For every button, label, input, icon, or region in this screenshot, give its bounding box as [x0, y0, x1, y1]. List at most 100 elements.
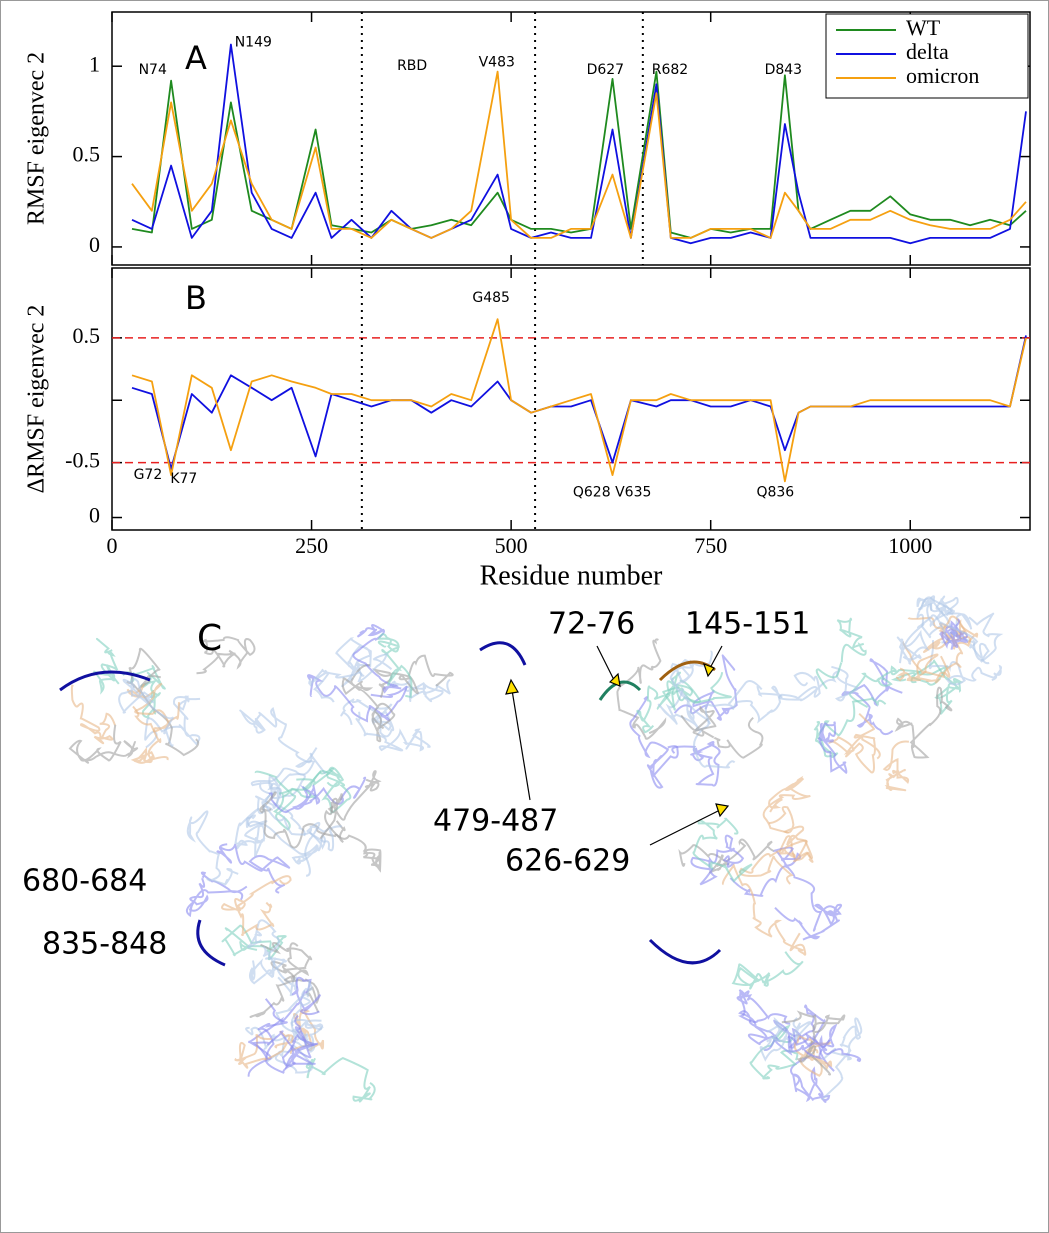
backbone — [926, 595, 959, 628]
backbone — [738, 1010, 802, 1056]
backbone — [828, 712, 881, 774]
backbone — [778, 665, 859, 702]
annotation: RBD — [397, 58, 427, 74]
backbone — [731, 951, 804, 990]
x-tick-label: 250 — [295, 533, 328, 558]
x-axis-label: Residue number — [480, 560, 663, 591]
legend-box — [825, 13, 1029, 99]
backbone — [341, 664, 396, 743]
legend-label: omicron — [906, 63, 979, 88]
y-axis-label: ΔRMSF eigenvec 2 — [24, 305, 50, 494]
annotation: Q628 — [573, 485, 611, 501]
panel-label: B — [185, 279, 207, 317]
backbone — [216, 843, 291, 894]
backbone — [68, 724, 139, 764]
y-tick-label: 0.5 — [73, 142, 101, 167]
backbone — [268, 776, 367, 814]
plot-frame — [111, 11, 1031, 266]
legend-label: WT — [906, 15, 941, 40]
backbone — [774, 903, 843, 941]
backbone — [247, 976, 322, 1077]
backbone — [288, 1018, 324, 1053]
backbone — [848, 665, 949, 708]
arrow — [596, 645, 615, 681]
region-label: 626-629 — [505, 844, 630, 879]
backbone — [289, 1008, 325, 1055]
plot-frame — [111, 267, 1031, 531]
backbone — [790, 1055, 831, 1103]
x-tick-label: 1000 — [888, 533, 932, 558]
backbone — [902, 615, 972, 679]
series-line — [131, 70, 1027, 239]
annotation: N74 — [139, 62, 167, 78]
backbone — [894, 686, 953, 759]
arrow — [511, 689, 531, 801]
arrow-head — [608, 672, 621, 687]
panel-label: A — [185, 39, 207, 77]
backbone — [340, 698, 395, 738]
arrow-head — [703, 662, 715, 678]
backbone — [185, 871, 248, 918]
backbone — [721, 863, 807, 956]
backbone — [249, 957, 288, 985]
region-label: 145-151 — [685, 607, 810, 642]
backbone — [196, 636, 256, 675]
backbone — [307, 674, 408, 723]
backbone — [781, 1010, 846, 1076]
x-tick-label: 0 — [107, 533, 118, 558]
highlight-loop — [479, 641, 527, 666]
highlight-loop — [648, 938, 722, 965]
protein-structure — [59, 595, 1004, 1103]
series-line — [131, 318, 1027, 483]
backbone — [249, 975, 320, 1018]
backbone — [221, 875, 292, 937]
backbone — [821, 1017, 863, 1101]
backbone — [704, 680, 783, 725]
backbone — [130, 705, 169, 764]
backbone — [817, 721, 848, 775]
legend-label: delta — [906, 39, 949, 64]
highlight-loop — [59, 670, 151, 692]
backbone — [260, 941, 313, 981]
backbone — [629, 696, 679, 789]
backbone — [264, 803, 342, 877]
backbone — [70, 684, 116, 745]
backbone — [882, 740, 910, 792]
backbone — [251, 1026, 319, 1070]
panel-label: C — [197, 618, 222, 659]
y-tick-label: 1 — [89, 51, 100, 76]
backbone — [939, 618, 969, 650]
backbone — [389, 677, 451, 703]
highlight-loop — [196, 919, 226, 967]
y-tick-label: -0.5 — [65, 448, 100, 473]
annotation: G485 — [472, 290, 510, 306]
backbone — [759, 1016, 812, 1062]
backbone — [768, 805, 814, 861]
y-tick-label: 0 — [89, 503, 100, 528]
backbone — [657, 688, 736, 769]
backbone — [896, 614, 947, 665]
region-label: 479-487 — [433, 804, 558, 839]
backbone — [372, 654, 454, 698]
backbone — [144, 695, 201, 749]
arrows — [505, 645, 730, 846]
backbone — [278, 766, 352, 814]
backbone — [787, 1033, 862, 1063]
backbone — [928, 640, 1003, 686]
y-tick-label: 0.5 — [73, 323, 101, 348]
backbone — [324, 801, 382, 873]
region-label: 680-684 — [22, 864, 147, 899]
backbone — [250, 747, 318, 815]
backbone — [815, 617, 867, 690]
backbone — [895, 653, 951, 684]
backbone — [749, 1024, 799, 1080]
backbone — [308, 652, 393, 703]
annotation: N149 — [235, 35, 272, 51]
backbone — [239, 706, 327, 775]
annotation: D627 — [587, 62, 625, 78]
x-tick-label: 500 — [495, 533, 528, 558]
backbone — [245, 814, 326, 865]
annotation: Q836 — [756, 485, 794, 501]
